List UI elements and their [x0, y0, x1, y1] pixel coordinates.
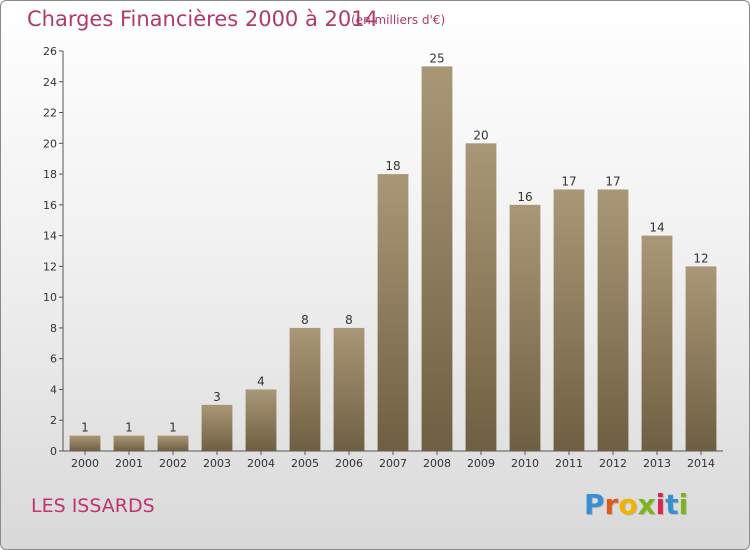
y-tick-label: 12 — [43, 260, 57, 273]
x-tick-label: 2011 — [555, 457, 583, 470]
x-tick-label: 2003 — [203, 457, 231, 470]
value-label-2012: 17 — [605, 174, 620, 188]
bar-2011 — [553, 189, 585, 451]
y-tick-label: 24 — [43, 76, 57, 89]
logo-letter: i — [655, 488, 666, 521]
value-label-2004: 4 — [257, 374, 265, 388]
logo-letter: o — [618, 488, 638, 521]
value-label-2007: 18 — [385, 159, 400, 173]
bar-2002 — [157, 435, 189, 451]
y-tick-label: 8 — [50, 322, 57, 335]
value-label-2008: 25 — [429, 51, 444, 65]
chart-title: Charges Financières 2000 à 2014 — [27, 7, 378, 31]
y-tick-label: 16 — [43, 199, 57, 212]
x-tick-label: 2008 — [423, 457, 451, 470]
y-tick-label: 14 — [43, 230, 57, 243]
y-tick-label: 22 — [43, 107, 57, 120]
y-tick-label: 6 — [50, 353, 57, 366]
x-tick-label: 2002 — [159, 457, 187, 470]
x-tick-label: 2005 — [291, 457, 319, 470]
commune-name: LES ISSARDS — [31, 495, 155, 517]
x-tick-label: 2001 — [115, 457, 143, 470]
bar-2005 — [289, 327, 321, 451]
bar-2000 — [69, 435, 101, 451]
x-tick-label: 2006 — [335, 457, 363, 470]
y-tick-label: 0 — [50, 445, 57, 458]
value-label-2001: 1 — [125, 421, 133, 435]
bar-2004 — [245, 389, 277, 451]
logo-letter: t — [665, 488, 679, 521]
bars-group — [69, 66, 717, 452]
logo-letter: r — [604, 488, 619, 521]
bar-2003 — [201, 404, 233, 451]
bar-2007 — [377, 174, 409, 452]
x-tick-label: 2009 — [467, 457, 495, 470]
value-label-2013: 14 — [649, 221, 664, 235]
y-tick-label: 10 — [43, 291, 57, 304]
bar-2013 — [641, 235, 673, 451]
y-tick-label: 26 — [43, 45, 57, 58]
value-label-2000: 1 — [81, 421, 89, 435]
value-label-2003: 3 — [213, 390, 221, 404]
y-tick-label: 20 — [43, 137, 57, 150]
bar-2006 — [333, 327, 365, 451]
value-label-2011: 17 — [561, 174, 576, 188]
value-label-2006: 8 — [345, 313, 353, 327]
bar-2012 — [597, 189, 629, 451]
x-tick-label: 2004 — [247, 457, 275, 470]
x-tick-label: 2014 — [687, 457, 715, 470]
bar-2008 — [421, 66, 453, 451]
chart-subtitle: (en milliers d'€) — [351, 13, 446, 27]
bar-2001 — [113, 435, 145, 451]
x-tick-label: 2010 — [511, 457, 539, 470]
x-tick-label: 2007 — [379, 457, 407, 470]
value-label-2009: 20 — [473, 128, 488, 142]
x-tick-label: 2012 — [599, 457, 627, 470]
logo-letter: x — [637, 488, 656, 521]
value-label-2005: 8 — [301, 313, 309, 327]
x-tick-label: 2000 — [71, 457, 99, 470]
value-label-2014: 12 — [693, 251, 708, 265]
bar-2014 — [685, 266, 717, 451]
value-label-2002: 1 — [169, 421, 177, 435]
y-tick-label: 2 — [50, 414, 57, 427]
y-tick-label: 4 — [50, 383, 57, 396]
bar-2009 — [465, 143, 497, 452]
proxiti-logo: Proxiti — [584, 488, 688, 521]
labels-group: 1 1 1 3 4 8 8 18 25 20 16 17 17 14 12 — [81, 51, 708, 434]
y-tick-label: 18 — [43, 168, 57, 181]
value-label-2010: 16 — [517, 190, 532, 204]
logo-letter: i — [678, 488, 689, 521]
bar-2010 — [509, 204, 541, 451]
logo-letter: P — [584, 488, 605, 521]
x-tick-label: 2013 — [643, 457, 671, 470]
